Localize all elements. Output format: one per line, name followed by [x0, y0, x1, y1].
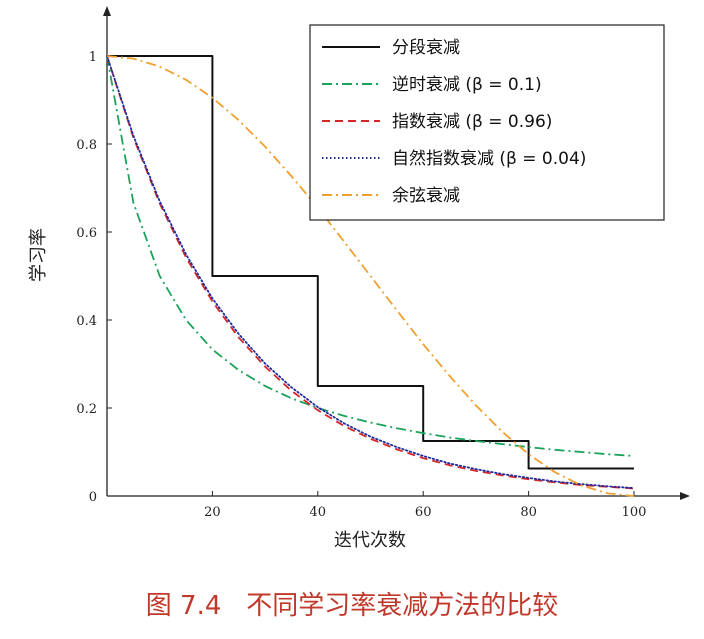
legend-label-1: 逆时衰减 (β = 0.1) — [392, 75, 542, 95]
x-tick-label: 40 — [310, 505, 327, 520]
legend-label-0: 分段衰减 — [392, 38, 460, 58]
series-line-3 — [106, 55, 635, 489]
learning-rate-chart: 20 40 60 80 100 0 0.2 0.4 0.6 0.8 1 迭代次数 学习率 分段衰减逆… — [28, 6, 690, 551]
series-line-0 — [107, 55, 634, 470]
axes — [103, 6, 690, 500]
y-tick-label: 1 — [89, 50, 97, 65]
x-tick-label: 100 — [622, 505, 647, 520]
x-tick-label: 80 — [520, 505, 537, 520]
x-axis-arrow — [680, 492, 690, 500]
legend-label-3: 自然指数衰减 (β = 0.04) — [392, 149, 586, 169]
series-line-4 — [106, 55, 635, 497]
x-axis-label: 迭代次数 — [334, 530, 406, 551]
y-tick-label: 0.4 — [76, 314, 97, 329]
y-axis-arrow — [103, 6, 111, 16]
figure-caption: 图 7.4 不同学习率衰减方法的比较 — [145, 591, 559, 621]
y-tick-label: 0.8 — [76, 138, 97, 153]
y-tick-label: 0.6 — [76, 226, 97, 241]
y-axis-label: 学习率 — [28, 228, 49, 282]
y-tick-label: 0.2 — [76, 402, 97, 417]
legend-label-4: 余弦衰减 — [392, 186, 460, 206]
legend-label-2: 指数衰减 (β = 0.96) — [392, 112, 552, 132]
x-tick-label: 20 — [204, 505, 221, 520]
y-tick-label: 0 — [89, 490, 97, 505]
legend-box — [309, 24, 665, 221]
x-tick-label: 60 — [415, 505, 432, 520]
